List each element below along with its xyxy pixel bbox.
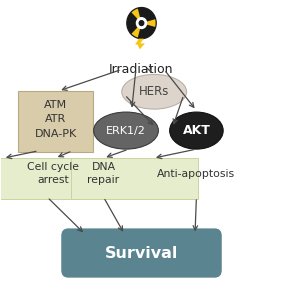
- FancyBboxPatch shape: [0, 158, 80, 199]
- Ellipse shape: [170, 112, 223, 149]
- Circle shape: [136, 18, 147, 28]
- Text: DNA
repair: DNA repair: [87, 162, 119, 185]
- Text: Cell cycle
arrest: Cell cycle arrest: [27, 162, 79, 185]
- Ellipse shape: [122, 74, 186, 109]
- FancyBboxPatch shape: [18, 91, 93, 152]
- Text: AKT: AKT: [183, 124, 210, 137]
- FancyBboxPatch shape: [61, 228, 222, 278]
- Text: ATM
ATR
DNA-PK: ATM ATR DNA-PK: [35, 100, 77, 139]
- Text: ERK1/2: ERK1/2: [106, 126, 146, 136]
- Circle shape: [139, 21, 144, 26]
- Wedge shape: [132, 9, 142, 23]
- Text: HERs: HERs: [139, 85, 169, 98]
- Text: Irradiation: Irradiation: [109, 63, 174, 76]
- Polygon shape: [135, 39, 145, 50]
- Text: Survival: Survival: [105, 245, 178, 260]
- Ellipse shape: [94, 112, 158, 149]
- Circle shape: [127, 8, 156, 39]
- FancyBboxPatch shape: [71, 158, 198, 199]
- Text: Anti-apoptosis: Anti-apoptosis: [157, 169, 235, 179]
- Wedge shape: [142, 19, 156, 27]
- Wedge shape: [132, 23, 142, 38]
